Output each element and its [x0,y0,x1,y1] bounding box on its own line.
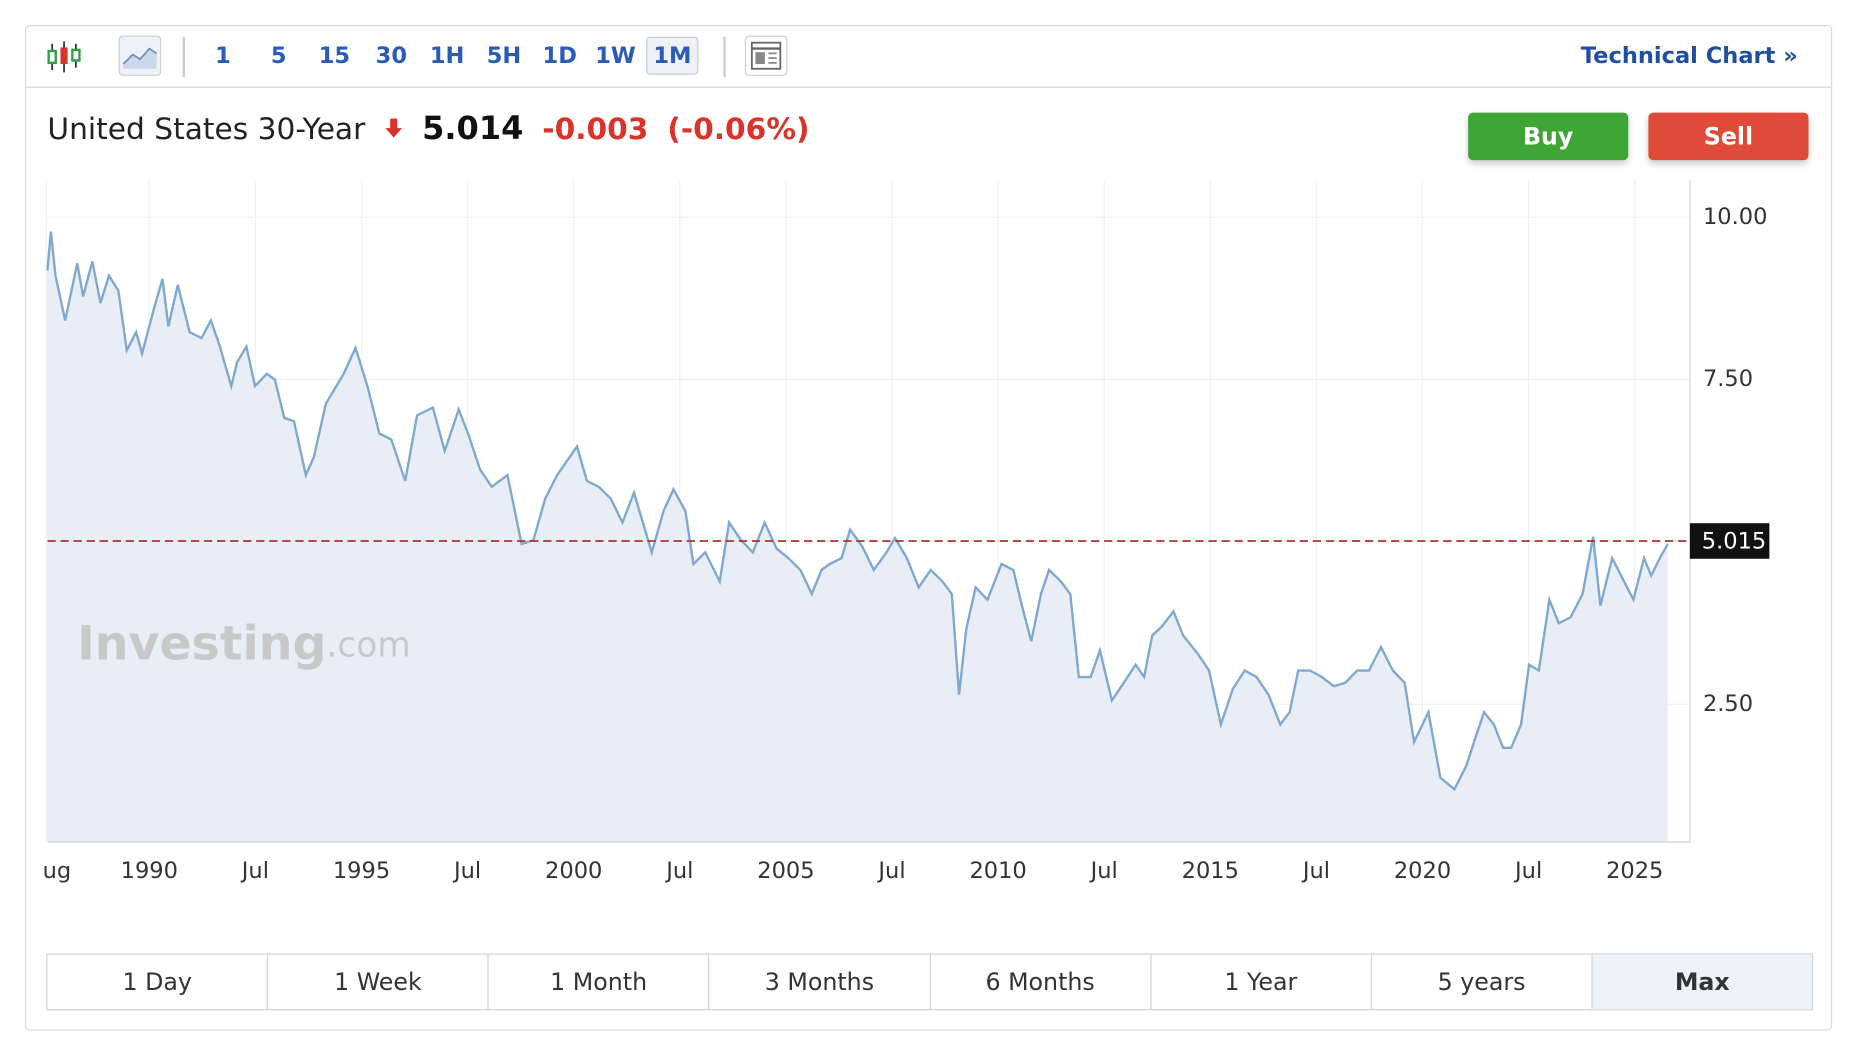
last-value-label: 5.015 [1702,529,1766,555]
range-button[interactable]: 1 Week [268,954,489,1010]
x-tick-label: Jul [452,858,481,884]
buy-button[interactable]: Buy [1468,112,1629,161]
separator [182,36,186,78]
x-tick-label: 1995 [333,858,390,884]
layout-icon[interactable] [744,35,788,76]
x-tick-label: Jul [1301,858,1330,884]
x-tick-label: 2020 [1394,858,1451,884]
candles-icon[interactable] [46,39,84,75]
card [24,24,1833,1031]
x-tick-label: ug [43,858,72,884]
chart: Investing.com 2.50 7.50 10.00 ug 1990 Jul 1995… [43,180,1770,884]
range-button[interactable]: Max [1592,954,1813,1010]
x-tick-label: 2015 [1182,858,1239,884]
interval-button[interactable]: 1D [542,42,577,69]
interval-button[interactable]: 1M [646,36,699,75]
range-selector: 1 Day 1 Week 1 Month 3 Months 6 Months 1 Year… [46,953,1814,1011]
y-tick-label: 10.00 [1703,204,1767,230]
area-fill [47,231,1668,842]
technical-chart-link[interactable]: Technical Chart » [1580,42,1798,69]
x-tick-label: Jul [664,858,693,884]
interval-button[interactable]: 5H [486,42,522,69]
separator [723,36,726,78]
x-tick-label: Jul [1089,858,1118,884]
range-button[interactable]: 1 Year [1151,954,1372,1010]
watermark: Investing.com [77,616,411,671]
change: -0.003 [542,111,649,146]
x-tick-label: 2025 [1606,858,1663,884]
interval-button[interactable]: 1H [429,42,465,69]
y-tick-label: 2.50 [1703,691,1753,717]
interval-button[interactable]: 5 [270,42,287,69]
x-tick-label: Jul [876,858,905,884]
area-icon[interactable] [118,35,162,76]
range-button[interactable]: 1 Day [47,954,269,1010]
last-value-badge [1689,523,1770,559]
x-tick-label: 2000 [545,858,602,884]
x-tick-label: Jul [240,858,269,884]
range-button[interactable]: 5 years [1372,954,1593,1010]
y-tick-label: 7.50 [1703,366,1753,392]
change-percent: (-0.06%) [667,111,810,146]
x-tick-label: 2010 [969,858,1026,884]
line [46,231,1669,792]
sell-button[interactable]: Sell [1648,112,1809,161]
watermark-brand: Investing [77,616,326,671]
x-tick-label: 2005 [757,858,814,884]
interval-button[interactable]: 1 [215,42,231,69]
down-arrow [385,118,403,138]
x-tick-label: Jul [1513,858,1542,884]
range-button[interactable]: 6 Months [930,954,1152,1010]
toolbar: Technical Chart » 1 5 15 30 1H 5H 1D 1W 1M [24,25,1833,88]
price: 5.014 [422,110,524,148]
interval-button[interactable]: 30 [375,42,408,69]
watermark-suffix: .com [326,625,410,665]
x-tick-label: 1990 [121,858,178,884]
instrument-name: United States 30-Year [47,111,366,146]
range-button[interactable]: 1 Month [489,954,710,1010]
quote-header: United States 30-Year 5.014 -0.003 (-0.0… [47,110,819,147]
interval-button[interactable]: 1W [595,42,636,69]
interval-button[interactable]: 15 [318,42,351,69]
range-button[interactable]: 3 Months [710,954,931,1010]
